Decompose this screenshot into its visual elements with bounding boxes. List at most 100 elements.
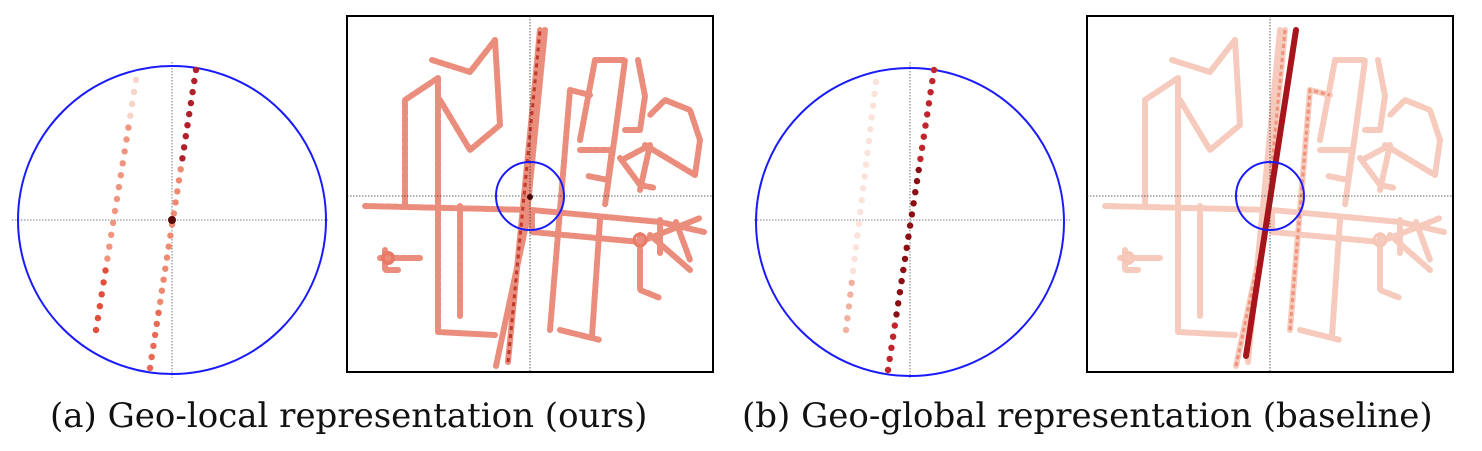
panel-b-streets (1105, 30, 1444, 366)
trail-dot (189, 88, 196, 96)
trail-dot (855, 220, 863, 227)
trail-dot (148, 353, 155, 361)
trail-dot (170, 210, 178, 217)
trail-dot (864, 149, 871, 157)
trail-dot (132, 76, 140, 84)
trail-dot (180, 144, 188, 151)
trail-dot (851, 255, 858, 263)
caption-panel-a: (a) Geo-local representation (ours) (50, 396, 648, 436)
trail-dot (869, 102, 877, 109)
trail-dot (884, 366, 892, 374)
trail-dot (160, 276, 167, 283)
panel-b-highlight-street (1243, 27, 1299, 359)
trail-dot (150, 342, 157, 350)
trail-dot (924, 111, 931, 118)
trail-dot (857, 208, 864, 216)
trail-dot (153, 320, 160, 328)
trail-dot (858, 196, 865, 204)
panel-a-right-street-dots (146, 66, 200, 372)
trail-dot (903, 244, 910, 251)
trail-dot (865, 137, 873, 145)
trail-dot (104, 255, 111, 262)
trail-dot (111, 207, 119, 215)
trail-dot (842, 326, 850, 334)
trail-dot (175, 177, 183, 184)
trail-dot (186, 110, 193, 118)
panel-b-map-query-circle (1235, 161, 1305, 231)
trail-dot (106, 243, 113, 250)
trail-dot (849, 267, 857, 275)
trail-dot (891, 322, 898, 329)
trail-dot (906, 222, 914, 229)
trail-dot (918, 144, 926, 151)
trail-dot (912, 189, 919, 196)
trail-dot (167, 232, 174, 239)
trail-dot (174, 188, 181, 195)
trail-dot (108, 231, 115, 238)
trail-dot (187, 99, 195, 107)
trail-dot (96, 303, 104, 310)
trail-dot (898, 277, 905, 285)
trail-dot (163, 254, 171, 261)
trail-dot (179, 155, 186, 162)
trail-dot (100, 279, 107, 286)
trail-dot (94, 314, 102, 322)
caption-panel-b: (b) Geo-global representation (baseline) (742, 396, 1433, 436)
trail-dot (888, 344, 895, 351)
panel-a-map-query-circle (495, 161, 565, 231)
trail-dot (151, 331, 159, 339)
trail-dot (917, 155, 924, 163)
trail-dot (123, 136, 130, 143)
panel-a-query-point (168, 216, 176, 224)
trail-dot (155, 309, 162, 316)
trail-dot (847, 291, 854, 298)
trail-dot (895, 300, 902, 307)
panel-a-map-query-point (527, 194, 533, 200)
panel-b-map (1086, 15, 1454, 373)
panel-b-right-street-dots (884, 66, 938, 374)
trail-dot (109, 219, 117, 227)
trail-dot (889, 333, 897, 340)
panel-b-left-street-dots (842, 78, 880, 334)
trail-dot (157, 298, 164, 305)
trail-dot (845, 303, 853, 310)
trail-dot (920, 133, 927, 140)
trail-dot (930, 66, 938, 74)
trail-dot (867, 126, 874, 133)
trail-dot (129, 100, 136, 108)
trail-dot (162, 265, 169, 272)
panel-a-polar-plot (12, 62, 328, 378)
trail-dot (927, 89, 934, 96)
trail-dot (861, 173, 868, 180)
trail-dot (844, 315, 851, 322)
panel-b-range-circle (755, 67, 1065, 377)
trail-dot (908, 211, 916, 218)
panel-a-range-circle (17, 65, 327, 375)
trail-dot (113, 195, 121, 203)
trail-dot (192, 66, 200, 74)
trail-dot (901, 255, 909, 263)
trail-dot (905, 233, 912, 240)
panel-a-map (346, 15, 714, 373)
trail-dot (98, 291, 105, 298)
trail-dot (92, 326, 100, 334)
panel-a-left-street-dots (92, 76, 140, 334)
trail-dot (119, 160, 126, 167)
trail-dot (177, 166, 184, 173)
trail-dot (859, 185, 867, 192)
trail-dot (893, 311, 900, 318)
trail-dot (182, 133, 189, 140)
trail-dot (929, 77, 936, 85)
trail-dot (915, 166, 922, 174)
trail-dot (165, 243, 172, 250)
trail-dot (125, 124, 132, 131)
trail-dot (848, 279, 855, 286)
trail-dot (121, 148, 128, 155)
trail-dot (922, 122, 929, 129)
trail-dot (127, 112, 134, 119)
trail-dot (102, 267, 109, 274)
trail-dot (130, 88, 138, 96)
trail-dot (925, 100, 933, 107)
trail-dot (862, 161, 870, 168)
